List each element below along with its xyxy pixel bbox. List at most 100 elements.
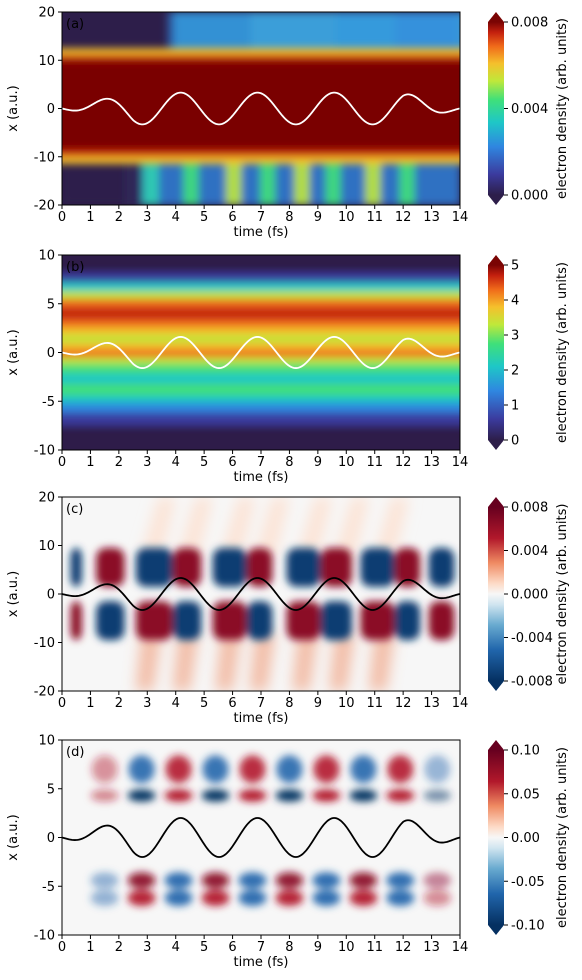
colorbar-extend-min bbox=[488, 925, 504, 935]
lower-block bbox=[360, 601, 395, 641]
upper-blob-inner bbox=[386, 789, 415, 802]
x-tick-label: 6 bbox=[228, 696, 236, 711]
colorbar-gradient bbox=[488, 265, 504, 440]
y-tick-label: -10 bbox=[34, 150, 55, 165]
lower-streak bbox=[172, 632, 199, 691]
colorbar-tick-label: 0.000 bbox=[511, 189, 548, 204]
density-band bbox=[62, 349, 460, 358]
x-tick-label: 4 bbox=[172, 210, 180, 225]
lower-blob bbox=[349, 872, 378, 889]
x-tick-label: 10 bbox=[338, 696, 355, 711]
colorbar-tick-label: 2 bbox=[511, 364, 519, 379]
x-tick-label: 13 bbox=[423, 210, 440, 225]
x-tick-label: 1 bbox=[86, 210, 94, 225]
x-tick-label: 8 bbox=[285, 210, 293, 225]
lower-blob-inner bbox=[275, 889, 304, 906]
x-tick-label: 4 bbox=[172, 696, 180, 711]
upper-blob bbox=[128, 755, 155, 784]
y-tick-label: -5 bbox=[42, 395, 55, 410]
lower-block bbox=[172, 601, 202, 641]
upper-streak bbox=[374, 497, 409, 556]
density-band bbox=[62, 364, 460, 374]
y-tick-label: 20 bbox=[38, 6, 55, 21]
upper-blob bbox=[350, 755, 377, 784]
x-tick-label: 7 bbox=[257, 940, 265, 955]
x-tick-label: 11 bbox=[366, 455, 383, 470]
lower-blob bbox=[164, 872, 193, 889]
x-tick-label: 4 bbox=[172, 455, 180, 470]
lower-blob bbox=[201, 872, 230, 889]
x-axis-label: time (fs) bbox=[234, 955, 289, 970]
plot-area bbox=[62, 12, 460, 205]
x-tick-label: 3 bbox=[143, 940, 151, 955]
y-tick-label: 5 bbox=[47, 782, 55, 797]
y-axis-label: x (a.u.) bbox=[6, 85, 21, 131]
lower-streak bbox=[225, 151, 242, 205]
lower-block bbox=[246, 601, 273, 641]
lower-block bbox=[428, 601, 455, 641]
colorbar-extend-min bbox=[488, 681, 504, 691]
y-tick-label: 10 bbox=[38, 54, 55, 69]
density-band bbox=[62, 373, 460, 384]
colorbar-tick-label: 0 bbox=[511, 434, 519, 449]
lower-blob-inner bbox=[386, 889, 415, 906]
colorbar-extend-min bbox=[488, 440, 504, 450]
upper-block bbox=[212, 547, 247, 587]
upper-blob-inner bbox=[349, 789, 378, 802]
x-tick-label: 2 bbox=[115, 210, 123, 225]
upper-blob bbox=[424, 755, 451, 784]
lower-blob-inner bbox=[201, 889, 230, 906]
x-tick-label: 1 bbox=[86, 696, 94, 711]
field-line bbox=[62, 91, 460, 126]
density-band bbox=[62, 412, 460, 426]
upper-streak bbox=[221, 497, 256, 556]
upper-streak bbox=[255, 497, 290, 556]
density-band bbox=[62, 272, 460, 283]
colorbar: 0.10 0.05 0.00 -0.05 -0.10 electron density (… bbox=[488, 740, 570, 935]
field-line bbox=[62, 336, 460, 369]
upper-blob bbox=[313, 755, 340, 784]
colorbar-tick-label: 0.05 bbox=[511, 787, 540, 802]
x-tick-label: 12 bbox=[395, 940, 412, 955]
y-tick-label: 10 bbox=[38, 734, 55, 749]
x-tick-label: 12 bbox=[395, 455, 412, 470]
upper-block bbox=[394, 547, 421, 587]
upper-streak bbox=[178, 497, 213, 556]
upper-block bbox=[360, 547, 395, 587]
lower-block bbox=[135, 601, 173, 641]
x-tick-label: 3 bbox=[143, 696, 151, 711]
y-tick-label: 10 bbox=[38, 249, 55, 264]
upper-streak bbox=[297, 497, 333, 556]
x-axis-label: time (fs) bbox=[234, 225, 289, 240]
x-tick-label: 12 bbox=[395, 210, 412, 225]
density-band bbox=[62, 334, 460, 343]
x-tick-label: 11 bbox=[366, 696, 383, 711]
lower-streak bbox=[215, 632, 242, 691]
x-tick-label: 9 bbox=[314, 940, 322, 955]
density-band bbox=[62, 357, 460, 365]
x-tick-label: 2 bbox=[115, 696, 123, 711]
density-band bbox=[62, 282, 460, 292]
upper-blob-inner bbox=[201, 789, 230, 802]
x-tick-label: 8 bbox=[285, 455, 293, 470]
y-tick-label: 10 bbox=[38, 539, 55, 554]
x-tick-label: 13 bbox=[423, 940, 440, 955]
colorbar-tick-label: -0.004 bbox=[511, 631, 553, 646]
lower-blob bbox=[90, 872, 119, 889]
density-band bbox=[62, 319, 460, 328]
panel-label: (c) bbox=[66, 502, 83, 517]
y-tick-label: -10 bbox=[34, 636, 55, 651]
lower-blob-inner bbox=[423, 889, 452, 906]
y-tick-label: -5 bbox=[42, 880, 55, 895]
y-tick-label: 0 bbox=[47, 831, 55, 846]
colorbar-label: electron density (arb. units) bbox=[555, 18, 570, 199]
x-tick-label: 7 bbox=[257, 455, 265, 470]
x-tick-label: 14 bbox=[452, 940, 469, 955]
colorbar-extend-min bbox=[488, 195, 504, 205]
x-tick-label: 8 bbox=[285, 940, 293, 955]
density-band bbox=[62, 48, 460, 164]
field-line bbox=[62, 817, 460, 858]
x-tick-label: 13 bbox=[423, 455, 440, 470]
